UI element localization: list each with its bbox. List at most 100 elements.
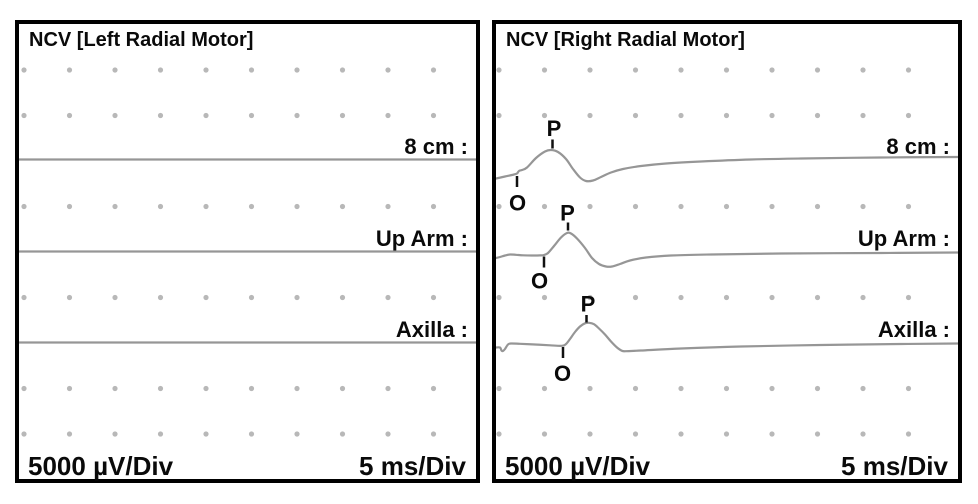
grid-dot <box>587 431 593 437</box>
channel-label-up-arm: Up Arm : <box>375 226 468 251</box>
dot-grid <box>21 67 437 437</box>
grid-dot <box>541 294 548 301</box>
grid-dot <box>632 67 639 73</box>
marker-label-o-8-cm: O <box>509 191 526 216</box>
grid-dot <box>21 431 27 437</box>
panel-title: NCV [Right Radial Motor] <box>506 29 745 51</box>
grid-dot <box>203 294 209 301</box>
grid-dot <box>157 294 164 301</box>
grid-dot <box>21 203 27 210</box>
grid-dot <box>678 294 684 301</box>
grid-dot <box>339 203 346 210</box>
grid-dot <box>66 203 73 210</box>
grid-dot <box>112 385 118 392</box>
grid-dot <box>248 67 255 73</box>
grid-dot <box>496 385 502 392</box>
grid-dot <box>678 431 684 437</box>
grid-dot <box>339 431 346 437</box>
grid-dot <box>496 431 502 437</box>
grid-dot <box>294 294 300 301</box>
grid-dot <box>678 112 684 119</box>
grid-dot <box>385 431 391 437</box>
grid-dot <box>723 67 730 73</box>
gain-setting: 5000 µV/Div <box>28 451 174 481</box>
grid-dot <box>430 203 437 210</box>
grid-dot <box>294 385 300 392</box>
grid-dot <box>248 203 255 210</box>
grid-dot <box>814 385 821 392</box>
channel-label-up-arm: Up Arm : <box>857 226 950 251</box>
grid-dot <box>905 203 912 210</box>
grid-dot <box>385 294 391 301</box>
trace-path-axilla <box>496 321 958 353</box>
grid-dot <box>157 203 164 210</box>
grid-dot <box>769 431 775 437</box>
grid-dot <box>769 385 775 392</box>
grid-dot <box>587 385 593 392</box>
marker-label-p-8-cm: P <box>547 116 562 141</box>
channel-label-axilla: Axilla : <box>877 317 950 342</box>
grid-dot <box>496 67 502 73</box>
grid-dot <box>860 67 866 73</box>
grid-dot <box>157 112 164 119</box>
gain-setting: 5000 µV/Div <box>505 451 651 481</box>
grid-dot <box>860 112 866 119</box>
waveform-plot-left <box>19 67 476 437</box>
grid-dot <box>905 385 912 392</box>
grid-dot <box>248 294 255 301</box>
grid-dot <box>678 67 684 73</box>
grid-dot <box>385 112 391 119</box>
grid-dot <box>541 385 548 392</box>
grid-dot <box>203 67 209 73</box>
grid-dot <box>769 203 775 210</box>
marker-label-p-up-arm: P <box>560 201 575 226</box>
sweep-setting: 5 ms/Div <box>359 451 466 481</box>
grid-dot <box>157 385 164 392</box>
grid-dot <box>723 294 730 301</box>
grid-dot <box>430 67 437 73</box>
grid-dot <box>769 294 775 301</box>
trace-axilla: OP <box>496 292 958 386</box>
grid-dot <box>112 203 118 210</box>
grid-dot <box>587 203 593 210</box>
grid-dot <box>723 385 730 392</box>
trace-path-8-cm <box>496 148 958 183</box>
grid-dot <box>248 112 255 119</box>
channel-label-axilla: Axilla : <box>395 317 468 342</box>
grid-dot <box>203 431 209 437</box>
grid-dot <box>814 67 821 73</box>
sweep-setting: 5 ms/Div <box>841 451 948 481</box>
grid-dot <box>723 112 730 119</box>
grid-dot <box>203 385 209 392</box>
grid-dot <box>678 203 684 210</box>
grid-dot <box>541 112 548 119</box>
grid-dot <box>541 203 548 210</box>
grid-dot <box>248 431 255 437</box>
grid-dot <box>112 67 118 73</box>
grid-dot <box>814 294 821 301</box>
grid-dot <box>905 431 912 437</box>
grid-dot <box>385 67 391 73</box>
grid-dot <box>430 385 437 392</box>
grid-dot <box>496 294 502 301</box>
grid-dot <box>430 294 437 301</box>
grid-dot <box>860 385 866 392</box>
grid-dot <box>66 294 73 301</box>
grid-dot <box>860 431 866 437</box>
grid-dot <box>632 203 639 210</box>
grid-dot <box>587 67 593 73</box>
grid-dot <box>294 203 300 210</box>
grid-dot <box>294 67 300 73</box>
grid-dot <box>496 203 502 210</box>
grid-dot <box>385 203 391 210</box>
trace-up-arm: OP <box>496 201 958 294</box>
grid-dot <box>430 112 437 119</box>
grid-dot <box>541 431 548 437</box>
marker-label-o-axilla: O <box>554 361 571 386</box>
grid-dot <box>339 294 346 301</box>
grid-dot <box>632 431 639 437</box>
grid-dot <box>632 112 639 119</box>
